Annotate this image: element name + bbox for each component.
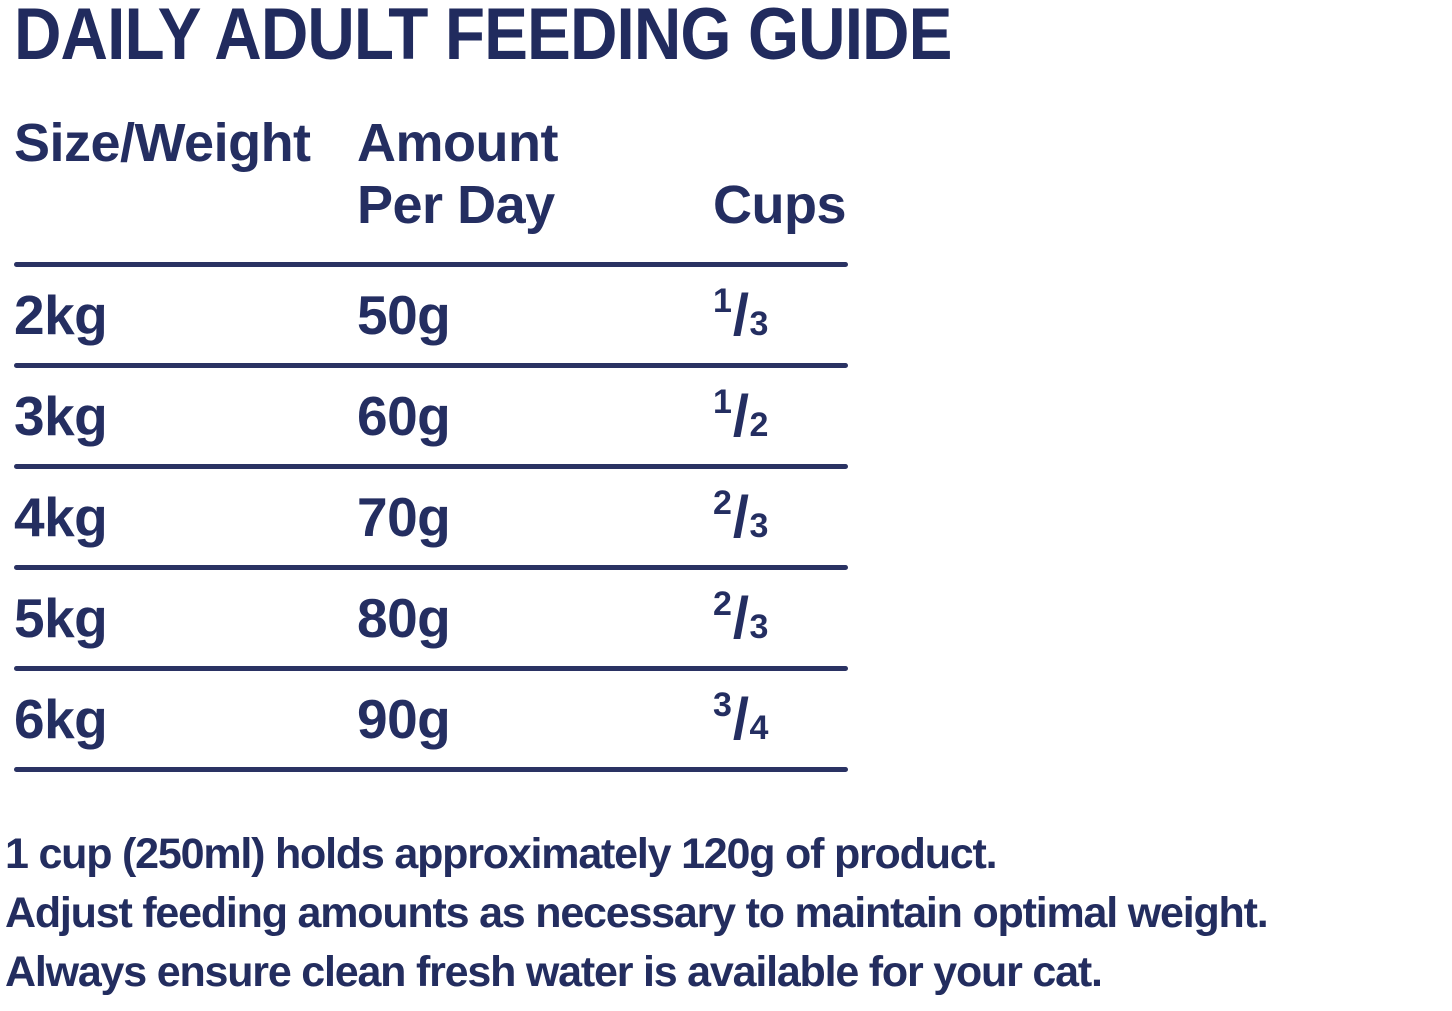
size-cell: 3kg xyxy=(14,385,108,447)
fraction-numerator: 3 xyxy=(713,685,732,724)
divider-line xyxy=(14,363,848,368)
page-title: DAILY ADULT FEEDING GUIDE xyxy=(14,0,952,75)
divider-line xyxy=(14,262,848,267)
amount-cell: 70g xyxy=(357,486,451,548)
table-row: 6kg 90g 3/4 xyxy=(14,671,848,767)
table-row: 4kg 70g 2/3 xyxy=(14,469,848,565)
fraction-numerator: 2 xyxy=(713,584,732,623)
cups-cell: 1/2 xyxy=(713,383,848,450)
fraction-numerator: 1 xyxy=(713,382,732,421)
fraction-denominator: 4 xyxy=(749,708,769,747)
amount-cell: 80g xyxy=(357,587,451,649)
size-cell: 5kg xyxy=(14,587,108,649)
fraction-slash: / xyxy=(732,484,749,550)
fraction-numerator: 1 xyxy=(713,281,732,320)
fraction-numerator: 2 xyxy=(713,483,732,522)
fraction-denominator: 3 xyxy=(749,607,769,646)
header-amount-line2: Per Day xyxy=(357,175,555,235)
header-amount-line1: Amount xyxy=(357,113,558,173)
fraction-slash: / xyxy=(732,282,749,348)
note-line: Always ensure clean fresh water is avail… xyxy=(5,948,1103,996)
divider-line xyxy=(14,767,848,772)
fraction-denominator: 2 xyxy=(749,405,769,444)
size-cell: 2kg xyxy=(14,284,108,346)
header-cups: Cups xyxy=(713,175,847,235)
fraction-slash: / xyxy=(732,686,749,752)
size-cell: 4kg xyxy=(14,486,108,548)
cups-cell: 2/3 xyxy=(713,585,848,652)
cups-cell: 3/4 xyxy=(713,686,848,753)
feeding-notes: 1 cup (250ml) holds approximately 120g o… xyxy=(5,825,1452,1002)
header-amount-per-day: Amount Per Day xyxy=(357,112,713,236)
fraction-denominator: 3 xyxy=(749,506,769,545)
note-line: 1 cup (250ml) holds approximately 120g o… xyxy=(5,830,998,878)
size-cell: 6kg xyxy=(14,688,108,750)
divider-line xyxy=(14,464,848,469)
cups-cell: 2/3 xyxy=(713,484,848,551)
fraction-slash: / xyxy=(732,383,749,449)
table-row: 3kg 60g 1/2 xyxy=(14,368,848,464)
divider-line xyxy=(14,666,848,671)
table-header-row: Size/Weight Amount Per Day Cups xyxy=(14,112,848,262)
amount-cell: 90g xyxy=(357,688,451,750)
note-line: Adjust feeding amounts as necessary to m… xyxy=(5,889,1269,937)
fraction-denominator: 3 xyxy=(749,304,769,343)
amount-cell: 60g xyxy=(357,385,451,447)
amount-cell: 50g xyxy=(357,284,451,346)
divider-line xyxy=(14,565,848,570)
table-row: 5kg 80g 2/3 xyxy=(14,570,848,666)
table-row: 2kg 50g 1/3 xyxy=(14,267,848,363)
fraction-slash: / xyxy=(732,585,749,651)
feeding-table: Size/Weight Amount Per Day Cups 2kg 50g … xyxy=(14,112,848,772)
cups-cell: 1/3 xyxy=(713,282,848,349)
header-size-weight: Size/Weight xyxy=(14,113,311,173)
